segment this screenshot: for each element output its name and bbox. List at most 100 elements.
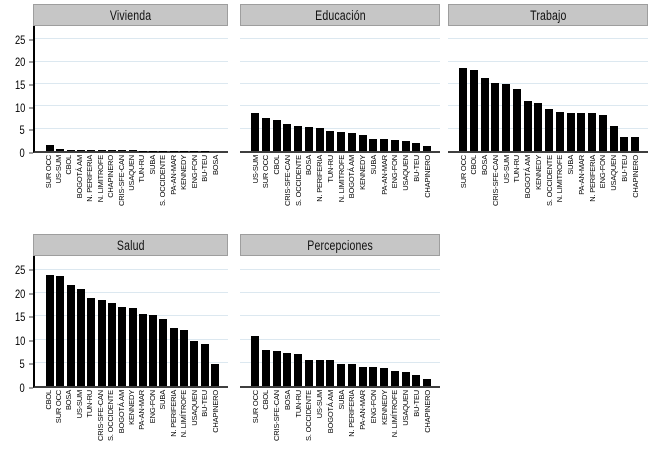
gridline-10 [240, 338, 440, 340]
bar [66, 149, 75, 151]
x-tick-label: N. LIMÍTROFE [390, 390, 400, 438]
x-tick-slot: SUR OCC [44, 153, 53, 231]
panel-header-trabajo: Trabajo [448, 4, 648, 26]
bar [118, 307, 127, 386]
plot-salud [33, 256, 228, 388]
x-tick-label: BOGOTÁ AM [523, 155, 532, 199]
x-tick-slot: CBOL [64, 153, 73, 231]
x-tick-label: ENG-FON [189, 155, 199, 189]
x-tick-slot: BOSA [304, 153, 313, 231]
x-tick-slot: S. OCCIDENTE [106, 388, 115, 460]
x-tick-label: CRIS-SFE-CAN [272, 390, 281, 441]
x-tick-slot: S. OCCIDENTE [304, 388, 313, 460]
plot-trabajo [448, 26, 648, 153]
x-tick-slot: TUN-RU [325, 153, 335, 231]
x-tick-slot: TUN-RU [137, 153, 146, 231]
gridline-10 [240, 105, 440, 107]
x-tick-label: PA-AN-MAR [168, 155, 178, 195]
panel-header-salud: Salud [33, 234, 228, 256]
gridline-15 [448, 83, 648, 85]
x-tick-slot: N. LIMITROFE [337, 153, 346, 231]
bar [261, 117, 270, 151]
bar [283, 124, 292, 151]
gridline-20 [240, 60, 440, 62]
x-tick-slot: N. LIMITROFE [96, 153, 105, 231]
x-tick-label: SUR OCC [261, 155, 271, 189]
x-tick-slot: CBOL [44, 388, 53, 460]
x-tick-label: KENNEDY [127, 390, 136, 425]
x-tick-label: CHAPINERO [106, 155, 116, 198]
x-labels-educacion: US-SUM SUR OCC CBOL CRIS-SFE-CAN S. OCCIDENT… [240, 153, 440, 231]
gridline-25 [35, 38, 228, 40]
x-tick-label: S. OCCIDENTE [544, 155, 554, 206]
x-labels-salud: CBOL SUR OCC BOSA US-SUM TUN-RU CRIS-SFE-CAN S… [33, 388, 228, 460]
y-tick-mark [29, 39, 33, 41]
x-tick-label: BOGOTÁ AM [74, 155, 84, 199]
x-tick-label: TUN-RU [325, 155, 335, 183]
y-tick-mark [29, 269, 33, 271]
plot-educacion [240, 26, 440, 153]
bar [272, 350, 281, 386]
x-tick-label: USAQUEN [401, 390, 410, 426]
x-tick-label: BOGOTÁ AM [325, 390, 335, 434]
x-tick-label: PA-AN-MAR [358, 390, 367, 430]
x-tick-slot: CRIS-SFE-CAN [491, 153, 500, 231]
x-tick-label: CRIS-SFE-CAN [282, 155, 292, 206]
x-tick-label: SUBA [368, 155, 378, 175]
gridline-20 [240, 292, 440, 294]
x-tick-slot: KENNEDY [179, 153, 188, 231]
gridline-5 [240, 361, 440, 363]
x-tick-label: CBOL [272, 155, 281, 175]
gridline-25 [448, 38, 648, 40]
x-tick-label: SUBA [566, 155, 575, 175]
bar [326, 131, 335, 151]
bar [423, 145, 431, 151]
bar [491, 82, 500, 151]
x-tick-label: ENG-FON [390, 155, 400, 189]
y-tick-mark [29, 293, 33, 295]
x-tick-label: USAQUEN [401, 155, 410, 191]
x-tick-label: US-SUM [315, 390, 324, 419]
y-tick-mark [29, 61, 33, 63]
x-tick-slot: US-SUM [502, 153, 511, 231]
x-tick-slot: CRIS-SFE-CAN [117, 153, 126, 231]
y-tick-label: 15 [14, 310, 25, 325]
x-tick-slot: BU-TEU [619, 153, 629, 231]
x-tick-label: KENNEDY [533, 155, 543, 190]
bar [159, 319, 168, 386]
x-tick-slot: SUR OCC [54, 388, 63, 460]
y-tick-label: 10 [14, 100, 25, 115]
y-tick-mark [29, 152, 33, 154]
x-tick-slot: SUBA [368, 153, 378, 231]
bar [347, 133, 356, 151]
x-tick-label: BU-TEU [200, 155, 210, 182]
x-tick-slot: US-SUM [75, 388, 84, 460]
x-tick-slot: BOGOTÁ AM [325, 388, 335, 460]
x-tick-slot: BOGOTÁ AM [74, 153, 84, 231]
y-tick-label: 5 [19, 123, 25, 138]
panel-title-percepciones: Percepciones [307, 237, 373, 253]
x-tick-label: N. PERIFERIA [85, 155, 95, 202]
gridline-20 [35, 292, 228, 294]
bar [87, 150, 96, 151]
x-tick-slot: BOSA [64, 388, 73, 460]
x-tick-label: BOSA [480, 155, 489, 176]
x-tick-slot: BOSA [480, 153, 489, 231]
x-tick-slot: BU-TEU [411, 388, 421, 460]
x-tick-slot: S. OCCIDENTE [294, 153, 303, 231]
gridline-10 [35, 105, 228, 107]
bar [412, 375, 421, 386]
bar [369, 138, 378, 151]
x-tick-label: BU-TEU [619, 155, 629, 182]
panel-trabajo: Trabajo SUR OCC CBOL BOSA CRIS-SFE-CAN US-SU… [448, 4, 648, 231]
x-tick-slot: US-SUM [315, 388, 324, 460]
bars-group [35, 26, 228, 151]
x-tick-slot: CBOL [469, 153, 478, 231]
x-tick-label: BU-TEU [411, 390, 421, 417]
x-labels-percepciones: SUR OCC CBOL CRIS-SFE-CAN BOSA TUN-RU S. OCCI… [240, 388, 440, 460]
x-tick-label: ENG-FON [368, 390, 378, 424]
bar [631, 137, 639, 151]
x-tick-slot: KENNEDY [380, 388, 389, 460]
bar [261, 350, 270, 386]
bar [304, 127, 313, 151]
